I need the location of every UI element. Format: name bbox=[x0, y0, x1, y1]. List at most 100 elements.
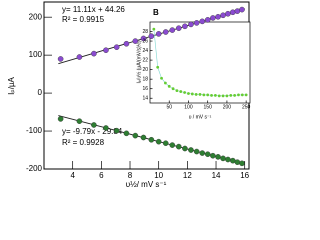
data-point bbox=[204, 151, 211, 157]
inset-data-point bbox=[225, 94, 229, 98]
x-axis-label: υ½/ mV s⁻¹ bbox=[126, 180, 167, 189]
chart: υ½/ mV s⁻¹ Iₚ/µA y= 11.11x + 44.26 R² = … bbox=[7, 1, 251, 189]
data-point bbox=[155, 31, 162, 37]
inset-y-tick-label: 24 bbox=[142, 48, 148, 54]
inset-data-point bbox=[221, 94, 225, 98]
inset-data-point bbox=[152, 27, 156, 31]
data-point bbox=[225, 10, 231, 17]
inset-y-tick-label: 20 bbox=[142, 67, 148, 73]
data-point bbox=[193, 20, 200, 26]
data-point bbox=[155, 138, 162, 145]
y-axis-label: Iₚ/µA bbox=[7, 76, 16, 94]
inset-data-point bbox=[213, 93, 217, 97]
inset-y-axis-label: Iₚ/υ½ (µA/(mV/s)½) bbox=[135, 40, 142, 83]
inset-y-tick-label: 22 bbox=[142, 57, 148, 63]
inset-data-point bbox=[156, 65, 160, 69]
data-point bbox=[204, 17, 211, 23]
inset-data-point bbox=[175, 89, 179, 93]
inset-x-axis-label: υ / mV s⁻¹ bbox=[189, 114, 212, 120]
inset-data-point bbox=[198, 93, 202, 96]
inset-data-point bbox=[244, 93, 248, 97]
inset-y-tick-label: 26 bbox=[142, 38, 148, 44]
data-point bbox=[123, 130, 130, 137]
inset-data-point bbox=[237, 93, 240, 97]
data-point bbox=[215, 154, 221, 160]
data-point bbox=[175, 143, 182, 150]
data-point bbox=[169, 27, 176, 33]
data-point bbox=[188, 147, 194, 153]
data-point bbox=[239, 6, 245, 13]
data-point bbox=[220, 155, 226, 162]
inset-data-point bbox=[167, 84, 171, 88]
inset-title: B bbox=[153, 8, 159, 17]
data-point bbox=[103, 47, 109, 54]
data-point bbox=[234, 159, 241, 165]
inset-data-point bbox=[233, 93, 237, 97]
data-point bbox=[175, 25, 182, 31]
inset-data-point bbox=[240, 93, 244, 97]
data-point bbox=[225, 156, 231, 163]
inset-y-tick-label: 14 bbox=[142, 96, 148, 102]
data-point bbox=[162, 29, 169, 35]
inset-x-tick-label: 100 bbox=[184, 104, 193, 110]
data-point bbox=[210, 152, 216, 159]
fit-r-squared: R² = 0.9928 bbox=[62, 138, 105, 147]
data-point bbox=[210, 15, 216, 21]
data-point bbox=[199, 18, 206, 25]
data-point bbox=[140, 134, 147, 141]
y-tick-label: 0 bbox=[38, 88, 43, 97]
data-point bbox=[199, 150, 206, 156]
data-point bbox=[239, 160, 245, 167]
x-tick-label: 8 bbox=[128, 171, 133, 180]
data-point bbox=[113, 127, 120, 134]
y-tick-label: -200 bbox=[26, 164, 43, 173]
inset-x-tick-label: 200 bbox=[223, 104, 232, 110]
data-point bbox=[169, 142, 176, 148]
inset-data-point bbox=[190, 92, 194, 96]
inset-data-point bbox=[179, 90, 183, 93]
inset-data-point bbox=[194, 93, 198, 96]
data-point bbox=[162, 140, 169, 146]
x-tick-label: 12 bbox=[183, 171, 192, 180]
data-point bbox=[220, 12, 226, 19]
inset-x-tick-label: 250 bbox=[242, 104, 251, 110]
y-tick-label: 100 bbox=[29, 50, 43, 59]
data-point bbox=[148, 136, 155, 143]
inset-data-point bbox=[210, 93, 213, 97]
inset-data-point bbox=[217, 94, 221, 98]
inset-y-tick-label: 16 bbox=[142, 86, 148, 92]
inset-data-point bbox=[183, 91, 187, 94]
fit-r-squared: R² = 0.9915 bbox=[62, 15, 105, 24]
inset-x-tick-label: 50 bbox=[166, 104, 172, 110]
data-point bbox=[57, 56, 64, 62]
inset-data-point bbox=[187, 92, 190, 95]
data-point bbox=[188, 21, 194, 28]
data-point bbox=[76, 54, 83, 60]
inset-x-tick-label: 150 bbox=[204, 104, 213, 110]
data-point bbox=[123, 40, 130, 47]
data-point bbox=[57, 116, 64, 122]
data-point bbox=[103, 125, 109, 131]
data-point bbox=[132, 132, 139, 139]
data-point bbox=[230, 9, 236, 16]
inset-data-point bbox=[163, 81, 167, 85]
x-tick-label: 16 bbox=[240, 171, 249, 180]
inset-data-point bbox=[229, 93, 233, 97]
data-point bbox=[91, 50, 97, 57]
data-point bbox=[193, 148, 200, 155]
fit-equation: y= -9.79x - 29.84 bbox=[62, 127, 123, 136]
data-point bbox=[91, 122, 97, 128]
inset-y-tick-label: 18 bbox=[142, 77, 148, 83]
data-point bbox=[148, 33, 155, 39]
data-point bbox=[113, 44, 120, 50]
data-point bbox=[140, 35, 147, 42]
x-tick-label: 14 bbox=[212, 171, 221, 180]
data-point bbox=[132, 38, 139, 44]
data-point bbox=[76, 118, 83, 124]
inset-data-point bbox=[171, 87, 175, 91]
x-tick-label: 4 bbox=[70, 171, 75, 180]
inset-data-point bbox=[160, 76, 163, 80]
inset-data-point bbox=[206, 93, 210, 97]
data-point bbox=[182, 145, 188, 152]
y-tick-label: 200 bbox=[29, 12, 43, 21]
